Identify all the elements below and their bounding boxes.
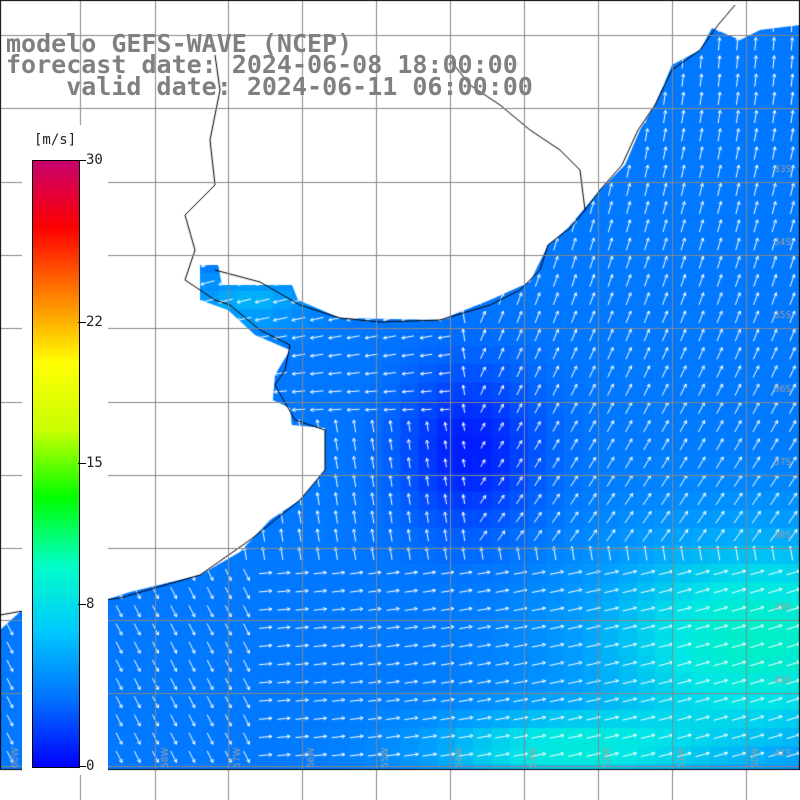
colorbar-tick-label: 15 xyxy=(86,455,103,471)
title-model: modelo GEFS-WAVE (NCEP) xyxy=(6,29,353,58)
colorbar-unit: [m/s] xyxy=(30,132,81,148)
colorbar xyxy=(32,160,80,768)
colorbar-tick-mark xyxy=(78,321,86,323)
colorbar-tick-label: 30 xyxy=(86,152,103,168)
title-forecast-date: forecast date: 2024-06-08 18:00:00 xyxy=(6,50,518,79)
title-valid-date: valid date: 2024-06-11 06:00:00 xyxy=(6,72,533,101)
colorbar-tick-mark xyxy=(78,463,86,464)
colorbar-tick-mark xyxy=(78,766,86,767)
colorbar-tick-label: 8 xyxy=(86,596,95,613)
colorbar-tick-label: 22 xyxy=(86,313,103,330)
colorbar-tick-mark xyxy=(78,604,86,606)
colorbar-tick-mark xyxy=(78,160,86,161)
colorbar-tick-label: 0 xyxy=(86,758,95,774)
